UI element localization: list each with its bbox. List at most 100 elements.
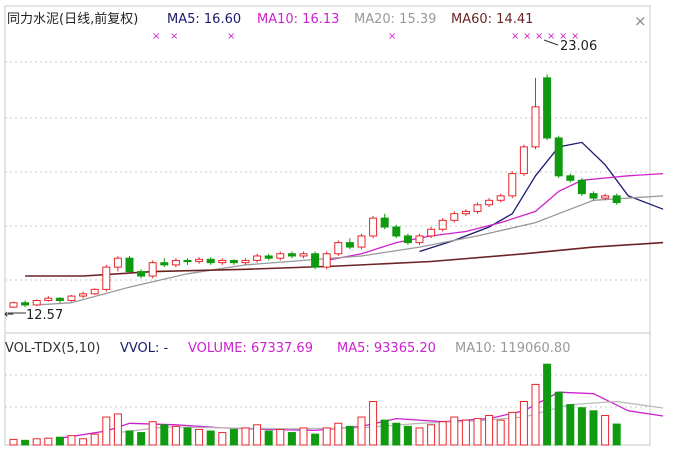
candle (195, 257, 204, 264)
volume-ma10-line (117, 400, 664, 434)
vol-legend-ma10: MA10: 119060.80 (455, 341, 570, 356)
signal-mark: × (227, 31, 235, 42)
candle-body (21, 302, 30, 306)
volume-bar (612, 423, 621, 446)
candle-body (218, 259, 227, 264)
candle-body (461, 210, 470, 215)
volume-bar (55, 436, 64, 446)
candle-body (195, 258, 204, 263)
candle (485, 198, 494, 207)
volume-bar (195, 428, 204, 446)
candle (90, 288, 99, 295)
close-icon[interactable]: × (634, 12, 647, 30)
volume-bar (496, 419, 505, 446)
candle (125, 255, 134, 274)
candle (403, 233, 412, 245)
candle (299, 251, 308, 259)
candle-body (160, 262, 169, 266)
signal-mark: × (511, 31, 519, 42)
price-panel-frame (4, 5, 651, 334)
candle (392, 224, 401, 239)
candle (369, 215, 378, 239)
chart-title: 同力水泥(日线,前复权) (7, 11, 138, 27)
candle-body (566, 175, 575, 181)
candle (113, 255, 122, 272)
volume-bar (90, 433, 99, 446)
volume-bar (67, 435, 76, 446)
ma-line-ma20 (36, 195, 664, 306)
candle (334, 240, 343, 256)
ma5-legend: MA5: 16.60 (167, 12, 241, 27)
candle-body (543, 77, 552, 139)
candle (55, 297, 64, 303)
candle (32, 299, 41, 307)
candle-body (299, 253, 308, 257)
candle-body (102, 266, 111, 290)
signal-mark: × (170, 31, 178, 42)
candle-body (589, 193, 598, 199)
low-annotation: ← 12.57 (4, 307, 63, 323)
volume-bar (369, 401, 378, 446)
volume-bar (125, 430, 134, 446)
ma5-legend-value: 16.60 (204, 12, 241, 27)
volume-bar (21, 439, 30, 446)
volume-bar (113, 413, 122, 446)
volume-bar (229, 428, 238, 446)
volume-bar (322, 427, 331, 446)
signal-mark: × (388, 31, 396, 42)
ma60-legend-name: MA60 (451, 12, 488, 27)
volume-bar (543, 363, 552, 446)
volume-bar (276, 428, 285, 446)
volume-bar (264, 430, 273, 446)
candle (276, 251, 285, 261)
ma60-legend-value: 14.41 (496, 12, 533, 27)
candle-body (9, 302, 18, 308)
volume-bar (183, 427, 192, 446)
volume-bar (287, 432, 296, 446)
candle-body (438, 219, 447, 230)
volume-bar (473, 418, 482, 446)
vol-legend-vvol: VVOL: - (120, 341, 169, 356)
candle (206, 257, 215, 265)
volume-bar (345, 425, 354, 446)
candle (148, 260, 157, 279)
volume-bar (601, 414, 610, 446)
candle-body (44, 297, 53, 302)
candle-body (311, 253, 320, 268)
volume-bar (380, 419, 389, 446)
candle (461, 209, 470, 216)
volume-bar (137, 432, 146, 446)
volume-bar (171, 425, 180, 446)
candle-body (403, 235, 412, 244)
candle-body (253, 255, 262, 261)
volume-bar (519, 401, 528, 446)
signal-marks: × × × × × × × × × × (152, 31, 579, 42)
candle-body (531, 106, 540, 148)
volume-bars (9, 363, 621, 446)
candle (357, 233, 366, 250)
volume-bar (566, 404, 575, 446)
ma10-legend-value: 16.13 (302, 12, 339, 27)
ma20-legend-name: MA20 (354, 12, 391, 27)
volume-bar (485, 414, 494, 446)
candle-body (206, 258, 215, 264)
candle-body (171, 259, 180, 266)
ma-line-ma5 (419, 141, 664, 253)
candle-body (415, 235, 424, 244)
candle (496, 193, 505, 203)
candle-body (369, 217, 378, 237)
signal-mark: × (535, 31, 543, 42)
candle-body (508, 173, 517, 197)
volume-bar (392, 422, 401, 446)
candle (601, 193, 610, 201)
volume-bar (218, 432, 227, 446)
signal-mark: × (152, 31, 160, 42)
signal-mark: × (523, 31, 531, 42)
volume-bar (79, 438, 88, 446)
candle (543, 74, 552, 141)
candle (287, 251, 296, 259)
signal-mark: × (559, 31, 567, 42)
candle (589, 191, 598, 201)
candle (519, 144, 528, 176)
